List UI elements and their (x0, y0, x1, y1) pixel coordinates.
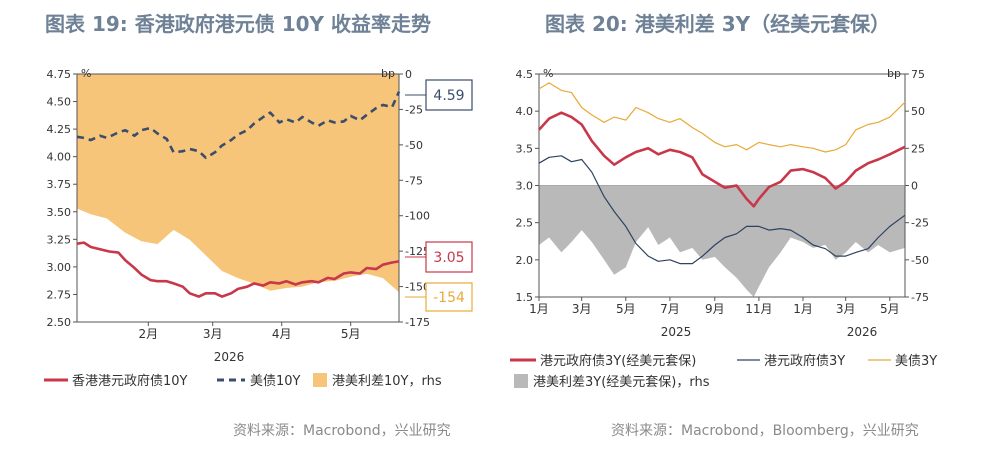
right-legend: 港元政府债3Y(经美元套保) 港元政府债3Y 美债3Y 港美利差3Y(经美元套保)，r… (510, 353, 937, 390)
right-chart-year-label-2026: 2026 (847, 325, 878, 339)
right-chart-ytick-right-label: -25 (911, 217, 929, 230)
left-chart: 4.75 4.50 4.25 4.00 3.75 3.50 3.25 3.00 2.75 2.50… (44, 67, 473, 389)
right-legend-swatch-spread (514, 374, 528, 388)
left-chart-ytick-right-label: -25 (405, 103, 423, 116)
left-chart-ytick-right-label: -75 (405, 174, 423, 187)
right-legend-label-us: 美债3Y (895, 354, 937, 369)
left-chart-plot-frame (76, 73, 400, 323)
left-chart-ytick-left-label: 3.00 (47, 261, 72, 274)
right-chart-title: 图表 20: 港美利差 3Y（经美元套保） (545, 12, 891, 36)
right-chart-xtick-label: 7月 (660, 302, 680, 316)
right-chart-ytick-left-label: 4.5 (516, 68, 534, 81)
left-chart-line-1 (76, 91, 401, 160)
left-chart-xtick-label: 5月 (341, 327, 361, 341)
left-legend-label-us: 美债10Y (250, 374, 301, 389)
left-chart-ytick-left-label: 3.25 (47, 233, 72, 246)
left-chart-line-0 (76, 241, 400, 298)
left-callout-spread-value: -154 (433, 290, 465, 306)
left-callout-hk10y-box (425, 241, 473, 273)
right-chart-xtick-label: 11月 (745, 302, 772, 316)
left-callout-spread-box (425, 282, 473, 312)
right-chart-ytick-left-label: 3.0 (516, 180, 534, 193)
left-callout-us10y-value: 4.59 (433, 88, 464, 104)
right-chart-xtick-label: 1月 (793, 302, 813, 316)
left-chart-ytick-right-label: -175 (405, 316, 430, 329)
left-chart-ytick-right-label: -125 (405, 245, 430, 258)
right-chart-xtick-label: 5月 (616, 302, 636, 316)
right-chart-xtick-label: 3月 (572, 302, 592, 316)
left-chart-ytick-right-label: -100 (405, 210, 430, 223)
right-chart-ytick-right-label: -50 (911, 254, 929, 267)
left-chart-ytick-left-label: 2.75 (47, 288, 72, 301)
left-callout-us10y-box (425, 79, 473, 111)
left-chart-ytick-left-label: 4.75 (47, 68, 72, 81)
right-chart-ytick-left-label: 1.5 (516, 291, 534, 304)
right-chart-year-label-2025: 2025 (661, 325, 692, 339)
left-chart-right-unit: bp (381, 67, 395, 80)
right-chart-right-unit: bp (887, 67, 901, 80)
right-chart-ytick-right-label: 25 (911, 142, 925, 155)
left-chart-ytick-right-label: -150 (405, 281, 430, 294)
left-legend: 香港港元政府债10Y 美债10Y 港美利差10Y，rhs (44, 373, 442, 389)
left-chart-ytick-right-label: -50 (405, 139, 423, 152)
left-chart-xtick-label: 2月 (138, 327, 158, 341)
right-legend-label-hk: 港元政府债3Y (764, 354, 845, 369)
right-chart-xtick-label: 9月 (705, 302, 725, 316)
left-chart-ytick-left-label: 3.75 (47, 178, 72, 191)
right-chart-line-2 (538, 82, 906, 153)
left-chart-ytick-left-label: 2.50 (47, 316, 72, 329)
right-legend-label-spread: 港美利差3Y(经美元套保)，rhs (533, 374, 710, 390)
right-chart-line-0 (538, 111, 906, 208)
left-chart-ytick-left-label: 4.00 (47, 151, 72, 164)
left-legend-label-hk: 香港港元政府债10Y (72, 374, 188, 389)
right-chart-ytick-right-label: -75 (911, 291, 929, 304)
left-chart-ytick-left-label: 4.25 (47, 123, 72, 136)
left-chart-year-label: 2026 (214, 350, 245, 364)
right-chart-left-unit: % (543, 67, 553, 80)
right-legend-label-hk-hedged: 港元政府债3Y(经美元套保) (540, 353, 696, 369)
left-chart-ytick-right-label: 0 (405, 68, 412, 81)
left-callout-hk10y-value: 3.05 (433, 250, 464, 266)
left-chart-ytick-left-label: 3.50 (47, 206, 72, 219)
right-chart-ytick-right-label: 75 (911, 68, 925, 81)
left-chart-area-spread (77, 74, 399, 293)
left-chart-left-unit: % (81, 67, 91, 80)
right-chart: 4.5 4.0 3.5 3.0 2.5 2.0 1.5 75 50 25 0 -25 -50 -75% bp… (510, 67, 937, 390)
left-source-note: 资料来源：Macrobond，兴业研究 (233, 423, 451, 439)
left-legend-label-spread: 港美利差10Y，rhs (332, 374, 442, 389)
left-legend-swatch-spread (313, 373, 327, 387)
right-chart-ytick-right-label: 50 (911, 105, 925, 118)
right-chart-xtick-label: 5月 (880, 302, 900, 316)
left-chart-xtick-label: 3月 (203, 327, 223, 341)
left-chart-xtick-label: 4月 (272, 327, 292, 341)
left-chart-title: 图表 19: 香港政府港元债 10Y 收益率走势 (45, 12, 431, 36)
right-chart-ytick-left-label: 2.0 (516, 254, 534, 267)
left-chart-ytick-left-label: 4.50 (47, 96, 72, 109)
right-chart-line-1 (538, 155, 906, 265)
right-chart-xtick-label: 1月 (529, 302, 549, 316)
right-chart-ytick-left-label: 4.0 (516, 105, 534, 118)
right-chart-ytick-left-label: 3.5 (516, 142, 534, 155)
right-chart-ytick-left-label: 2.5 (516, 217, 534, 230)
right-source-note: 资料来源：Macrobond，Bloomberg，兴业研究 (611, 423, 919, 439)
right-chart-ytick-right-label: 0 (911, 180, 918, 193)
right-chart-area-spread (539, 185, 905, 297)
right-chart-xtick-label: 3月 (836, 302, 856, 316)
